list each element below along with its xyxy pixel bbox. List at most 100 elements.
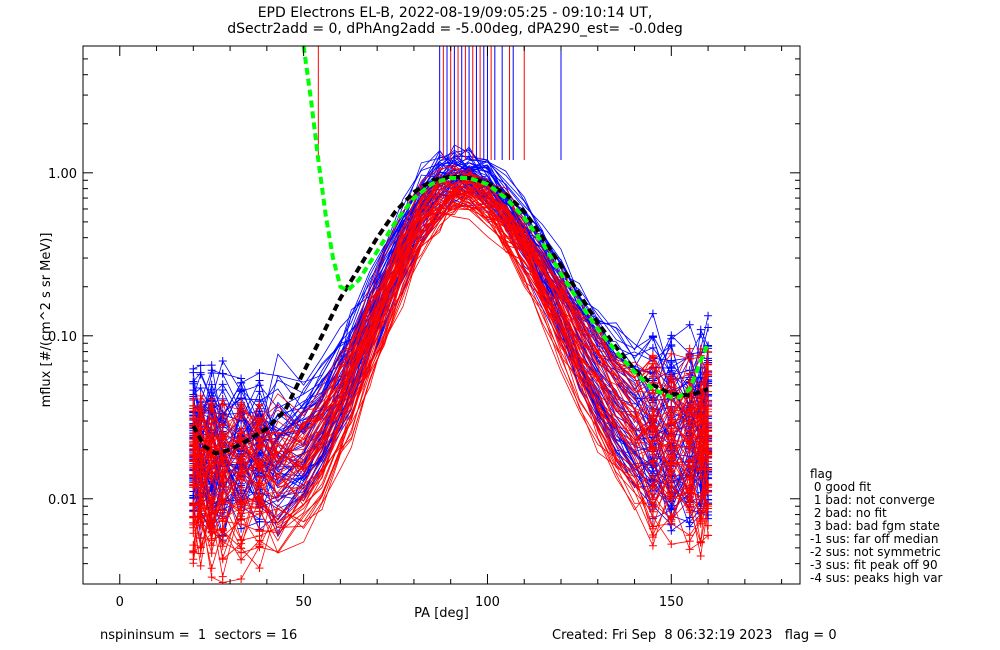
red-data-marker (667, 540, 676, 549)
red-data-marker (196, 407, 205, 416)
red-data-marker (237, 548, 246, 557)
red-data-marker (189, 555, 198, 564)
x-axis-label: PA [deg] (414, 606, 469, 621)
blue-trace (192, 167, 709, 510)
x-tick-label: 100 (475, 595, 500, 610)
flag-legend-item: 0 good fit (810, 480, 872, 494)
blue-data-marker (696, 325, 705, 334)
red-data-marker (237, 475, 246, 484)
blue-trace (193, 146, 709, 520)
red-data-marker (255, 536, 264, 545)
red-data-marker (667, 494, 676, 503)
red-data-marker (189, 523, 198, 532)
red-data-marker (696, 507, 705, 516)
red-data-marker (196, 489, 205, 498)
red-data-marker (218, 514, 227, 523)
red-data-marker (196, 512, 205, 521)
red-data-marker (196, 394, 205, 403)
red-data-marker (685, 369, 694, 378)
red-data-marker (237, 445, 246, 454)
red-data-marker (696, 516, 705, 525)
red-data-marker (648, 541, 657, 550)
red-data-marker (648, 352, 657, 361)
red-data-marker (237, 435, 246, 444)
trace-layer (189, 144, 713, 584)
red-data-marker (237, 468, 246, 477)
red-data-marker (255, 414, 264, 423)
red-data-marker (196, 543, 205, 552)
red-data-marker (685, 508, 694, 517)
red-trace (193, 187, 709, 461)
red-trace (192, 191, 709, 509)
red-trace (192, 172, 709, 550)
red-data-marker (704, 381, 713, 390)
red-data-marker (704, 437, 713, 446)
flag-legend-item: -3 sus: fit peak off 90 (810, 558, 938, 572)
blue-data-marker (207, 366, 216, 375)
red-data-marker (704, 531, 713, 540)
red-data-marker (704, 360, 713, 369)
red-data-marker (207, 497, 216, 506)
red-data-marker (696, 429, 705, 438)
red-data-marker (648, 471, 657, 480)
axis-ticks: 0 50 100 150 0.01 0.10 1.00 (48, 46, 800, 610)
blue-data-marker (196, 383, 205, 392)
red-trace (192, 192, 709, 560)
red-data-marker (696, 344, 705, 353)
red-trace (192, 192, 709, 536)
red-data-marker (685, 344, 694, 353)
chart-title-line1: EPD Electrons EL-B, 2022-08-19/09:05:25 … (257, 5, 653, 21)
red-data-marker (667, 349, 676, 358)
red-data-marker (648, 412, 657, 421)
red-data-marker (218, 578, 227, 584)
red-data-marker (667, 378, 676, 387)
y-tick-label: 0.10 (48, 330, 77, 345)
red-data-marker (207, 527, 216, 536)
footer-created-info: Created: Fri Sep 8 06:32:19 2023 flag = … (552, 628, 837, 643)
flag-legend-item: 3 bad: bad fgm state (810, 519, 940, 533)
fit-curve-layer (191, 46, 710, 456)
flag-legend-item: -4 sus: peaks high var (810, 571, 943, 585)
red-data-marker (237, 575, 246, 584)
y-axis-label: mflux [#/(cm^2 s sr MeV)] (39, 233, 54, 408)
red-data-marker (218, 455, 227, 464)
chart-title-line2: dSectr2add = 0, dPhAng2add = -5.00deg, d… (227, 21, 683, 37)
blue-data-marker (218, 357, 227, 366)
red-data-marker (237, 516, 246, 525)
red-trace (192, 182, 709, 515)
x-tick-label: 0 (116, 595, 124, 610)
footer-sector-info: nspininsum = 1 sectors = 16 (100, 628, 298, 643)
red-trace (192, 178, 709, 546)
red-data-marker (196, 417, 205, 426)
red-data-marker (218, 411, 227, 420)
top-tick-marks (317, 46, 562, 160)
red-data-marker (189, 446, 198, 455)
red-data-marker (255, 461, 264, 470)
red-data-marker (685, 405, 694, 414)
red-trace (192, 174, 709, 542)
red-data-marker (255, 501, 264, 510)
red-data-marker (648, 395, 657, 404)
red-data-marker (218, 421, 227, 430)
blue-trace (192, 168, 709, 452)
blue-data-marker (648, 332, 657, 341)
red-data-marker (667, 512, 676, 521)
red-data-marker (685, 537, 694, 546)
flag-legend-item: 2 bad: no fit (810, 506, 887, 520)
blue-data-marker (648, 309, 657, 318)
red-data-marker (696, 495, 705, 504)
red-data-marker (255, 400, 264, 409)
blue-data-marker (218, 369, 227, 378)
red-trace (193, 191, 709, 569)
x-tick-label: 150 (659, 595, 684, 610)
red-data-marker (218, 537, 227, 546)
red-trace (192, 166, 709, 547)
red-data-marker (696, 399, 705, 408)
x-tick-label: 50 (295, 595, 312, 610)
blue-data-marker (237, 387, 246, 396)
flag-legend-item: 1 bad: not converge (810, 493, 935, 507)
red-data-marker (189, 513, 198, 522)
blue-data-marker (704, 311, 713, 320)
